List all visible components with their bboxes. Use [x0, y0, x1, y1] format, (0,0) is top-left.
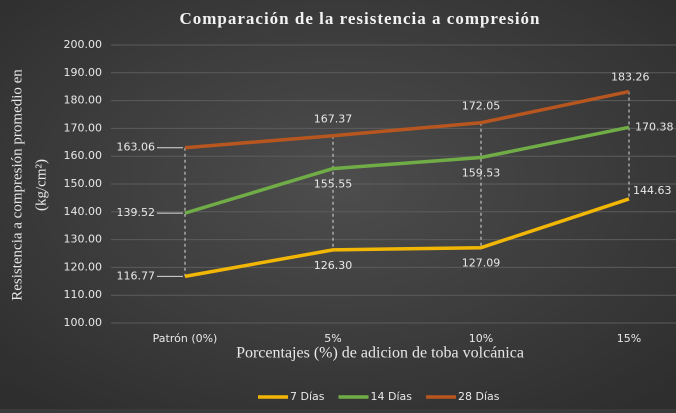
y-tick-label: 160.00	[64, 149, 103, 162]
data-label: 127.09	[462, 257, 501, 270]
series-line	[184, 89, 630, 150]
y-tick-label: 120.00	[64, 260, 103, 273]
y-axis-label: Resistencia a compresión promedio en	[9, 69, 25, 301]
x-tick-label: 5%	[324, 332, 341, 345]
data-label: 155.55	[314, 178, 353, 191]
data-label: 139.52	[117, 206, 156, 219]
x-tick-label: 10%	[469, 332, 493, 345]
legend-label: 14 Días	[371, 390, 413, 403]
data-label: 172.05	[462, 100, 501, 113]
x-tick-label: 15%	[617, 332, 641, 345]
data-label: 183.26	[611, 71, 650, 84]
y-tick-label: 200.00	[64, 38, 103, 51]
y-tick-label: 180.00	[64, 94, 103, 107]
data-label: 116.77	[117, 269, 156, 282]
data-label: 159.53	[462, 167, 501, 180]
y-tick-label: 110.00	[64, 288, 103, 301]
y-tick-label: 100.00	[64, 316, 103, 329]
y-tick-label: 140.00	[64, 205, 103, 218]
series-line	[184, 197, 630, 279]
data-label: 144.63	[633, 184, 672, 197]
chart-title: Comparación de la resistencia a compresi…	[179, 9, 540, 28]
y-tick-label: 170.00	[64, 121, 103, 134]
x-axis-label: Porcentajes (%) de adicion de toba volcá…	[236, 345, 524, 362]
legend-label: 28 Días	[458, 390, 500, 403]
series-line	[184, 125, 630, 215]
legend-label: 7 Días	[290, 390, 325, 403]
y-tick-label: 150.00	[64, 177, 103, 190]
data-label: 163.06	[117, 141, 156, 154]
data-label: 126.30	[314, 259, 353, 272]
data-label: 170.38	[635, 120, 674, 133]
y-tick-label: 130.00	[64, 233, 103, 246]
y-axis-label: (kg/cm²)	[33, 159, 49, 211]
data-label: 167.37	[314, 113, 353, 126]
x-tick-label: Patrón (0%)	[153, 332, 218, 345]
y-tick-label: 190.00	[64, 66, 103, 79]
